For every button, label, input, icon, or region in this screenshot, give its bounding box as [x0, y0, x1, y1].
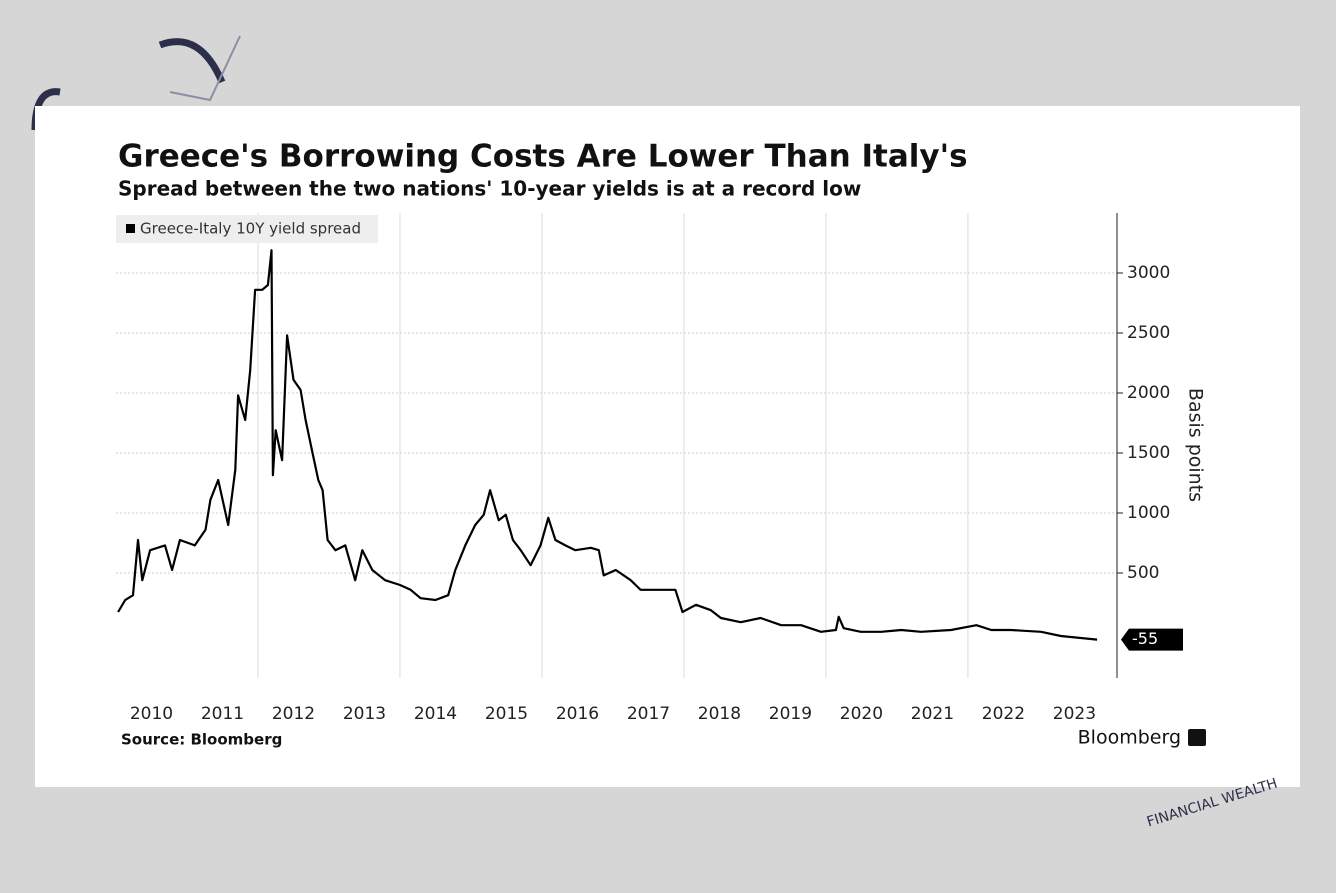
y-tick-label: 500	[1127, 563, 1159, 583]
x-tick-label: 2018	[698, 704, 741, 724]
legend	[116, 215, 378, 243]
y-tick-label: 2000	[1127, 383, 1170, 403]
source: Source: Bloomberg	[121, 731, 282, 749]
x-tick-label: 2021	[911, 704, 954, 724]
x-tick-label: 2016	[556, 704, 599, 724]
logo-fragment	[169, 35, 241, 102]
chart-title: Greece's Borrowing Costs Are Lower Than …	[118, 139, 968, 175]
x-tick-label: 2015	[485, 704, 528, 724]
chart-subtitle: Spread between the two nations' 10-year …	[118, 177, 861, 201]
brand-icon	[1188, 729, 1206, 746]
series-line	[117, 249, 1098, 641]
brand: Bloomberg	[1078, 727, 1181, 749]
x-tick-label: 2011	[201, 704, 244, 724]
y-tick-label: 1500	[1127, 443, 1170, 463]
card	[35, 106, 1300, 787]
x-tick-label: 2010	[130, 704, 173, 724]
last-value-box	[1121, 628, 1183, 651]
x-tick-label: 2019	[769, 704, 812, 724]
y-tick-label: 1000	[1127, 503, 1170, 523]
x-tick-label: 2014	[414, 704, 457, 724]
x-tick-label: 2022	[982, 704, 1025, 724]
x-tick-label: 2012	[272, 704, 315, 724]
y-tick-label: 2500	[1127, 323, 1170, 343]
y-axis-label: Basis points	[1185, 388, 1207, 502]
x-tick-label: 2017	[627, 704, 670, 724]
last-value-label: -55	[1132, 629, 1158, 648]
y-tick-label: 3000	[1127, 263, 1170, 283]
x-tick-label: 2013	[343, 704, 386, 724]
legend-swatch	[126, 224, 135, 233]
x-tick-label: 2020	[840, 704, 883, 724]
x-tick-label: 2023	[1053, 704, 1096, 724]
legend-label: Greece-Italy 10Y yield spread	[140, 220, 361, 238]
